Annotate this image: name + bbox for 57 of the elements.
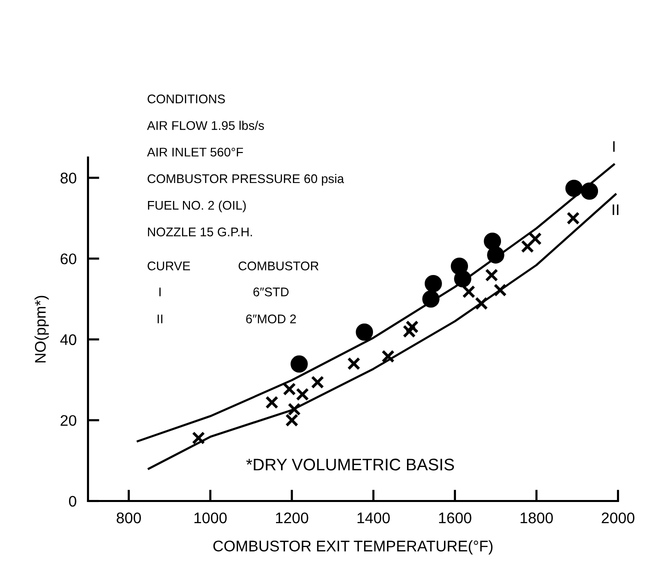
annotation: COMBUSTOR — [238, 262, 318, 270]
text: AIR FLOW 1.95 lbs/s — [147, 120, 264, 130]
point — [565, 180, 583, 197]
point — [192, 431, 206, 445]
point — [296, 388, 309, 401]
annotation: I — [159, 288, 161, 296]
series-label: I — [613, 141, 615, 152]
annotation: COMBUSTOR PRESSURE 60 psia — [148, 174, 344, 186]
point — [485, 268, 498, 282]
y-axis-title: NO(ppm*) — [34, 296, 49, 362]
point — [282, 382, 296, 396]
point — [462, 285, 476, 298]
point — [347, 357, 360, 370]
x-axis-title: COMBUSTOR EXIT TEMPERATURE(°F) — [213, 540, 492, 554]
annotation: CURVE — [148, 262, 190, 270]
annotation: 6″STD — [253, 288, 289, 296]
point — [454, 270, 472, 288]
x-tick-label: 1600 — [439, 512, 472, 524]
point — [566, 212, 580, 225]
point — [402, 324, 416, 338]
y-tick-label: 40 — [60, 334, 76, 346]
y-tick-label: 0 — [68, 496, 76, 507]
x-tick-label: 800 — [116, 512, 141, 524]
point — [484, 232, 502, 250]
annotation: FUEL NO. 2 (OIL) — [148, 200, 246, 212]
y-tick-label: 60 — [60, 253, 76, 264]
point — [424, 275, 442, 292]
line-series — [148, 193, 617, 470]
point — [487, 246, 504, 264]
point — [528, 232, 542, 246]
point — [356, 324, 374, 341]
annotation: 6″MOD 2 — [246, 314, 296, 324]
annotation: NOZZLE 15 G.P.H. — [148, 228, 252, 236]
y-tick-label: 20 — [60, 415, 76, 426]
point — [474, 296, 488, 310]
point — [285, 414, 298, 427]
point — [288, 402, 301, 416]
x-tick-label: 1000 — [194, 512, 227, 524]
annotation: II — [158, 314, 162, 324]
x-tick-label: 1400 — [358, 512, 390, 524]
point — [422, 290, 440, 308]
point — [494, 284, 507, 297]
point — [580, 182, 598, 200]
point — [310, 376, 324, 389]
x-tick-label: 1200 — [276, 512, 308, 524]
point — [290, 355, 308, 373]
text: AIR INLET 560°F — [147, 148, 243, 157]
annotation: *DRY VOLUMETRIC BASIS — [246, 458, 454, 470]
x-tick-label: 2000 — [602, 512, 634, 524]
point — [406, 320, 419, 334]
x-tick-label: 1800 — [520, 512, 553, 524]
point — [382, 350, 395, 363]
y-tick-label: 80 — [60, 172, 76, 184]
text: CONDITIONS — [148, 94, 225, 104]
point — [265, 396, 278, 409]
series-label: II — [612, 204, 618, 215]
point — [520, 240, 534, 254]
